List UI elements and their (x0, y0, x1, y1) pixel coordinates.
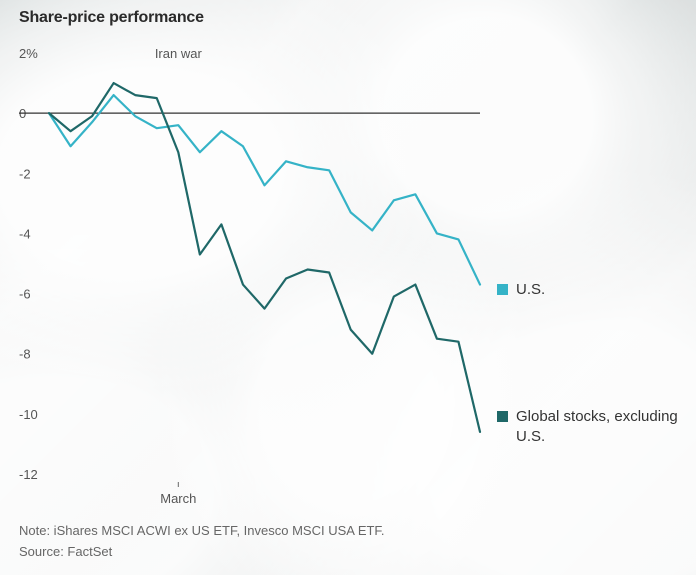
us-series-line (47, 94, 482, 286)
x-axis-ticks: March (160, 482, 196, 506)
chart-title: Share-price performance (19, 9, 204, 26)
footnote: Note: iShares MSCI ACWI ex US ETF, Inves… (19, 523, 385, 538)
legend-global: Global stocks, excluding U.S. (497, 407, 687, 447)
legend-us: U.S. (497, 280, 677, 300)
global-series-line (47, 81, 482, 433)
legend-global-swatch (497, 411, 508, 422)
legend-global-label: Global stocks, excluding U.S. (516, 408, 678, 445)
source: Source: FactSet (19, 544, 113, 559)
y-axis-labels: 2%0-2-4-6-8-10-12 (19, 46, 38, 482)
y-tick-label: -4 (19, 226, 31, 241)
y-tick-label: -8 (19, 347, 31, 362)
x-tick-label: March (160, 491, 196, 506)
y-tick-label: -6 (19, 287, 31, 302)
footer: Note: iShares MSCI ACWI ex US ETF, Inves… (19, 520, 385, 562)
legend-us-label: U.S. (516, 281, 546, 298)
y-tick-label: -10 (19, 407, 38, 422)
y-tick-label: -12 (19, 467, 38, 482)
y-tick-label: 2% (19, 46, 38, 61)
series-lines (47, 81, 482, 433)
y-tick-label: -2 (19, 166, 31, 181)
iran-war-annotation: Iran war (155, 46, 203, 61)
legend-us-swatch (497, 284, 508, 295)
